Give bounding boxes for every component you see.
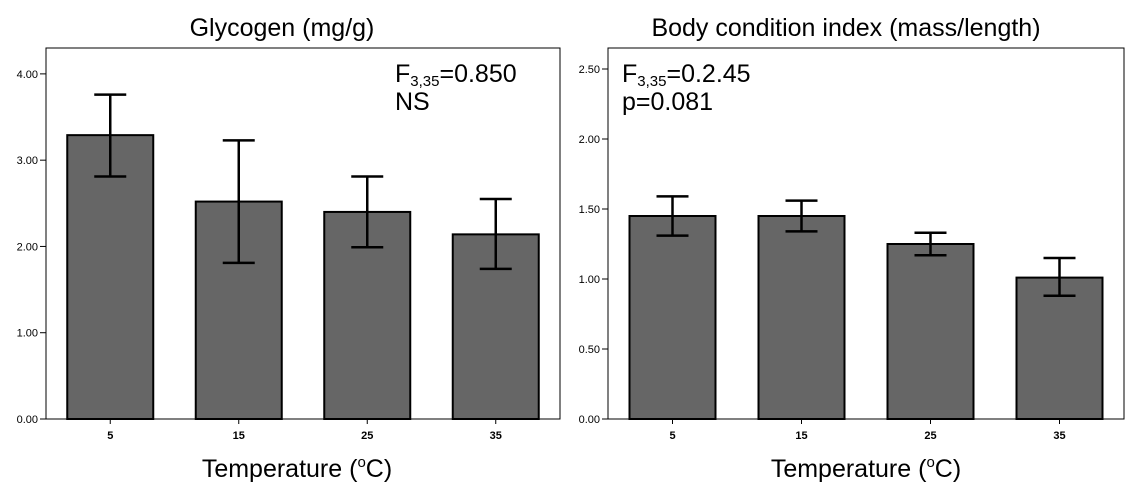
- chart-panel-body-condition: Body condition index (mass/length) 0.00 0…: [564, 0, 1128, 502]
- f-statistic: F3,35=0.850: [395, 60, 517, 90]
- chart-title: Glycogen (mg/g): [189, 14, 375, 42]
- x-axis-label-text: Temperature (: [201, 455, 358, 483]
- stats-annotation: F3,35=0.2.45 p=0.081: [622, 60, 751, 116]
- degree-symbol: o: [357, 454, 366, 471]
- f-degrees: 3,35: [637, 73, 667, 90]
- x-tick-label: 25: [361, 430, 373, 442]
- f-prefix: F: [395, 60, 411, 88]
- x-tick-label: 15: [233, 430, 245, 442]
- f-statistic: F3,35=0.2.45: [622, 60, 751, 90]
- y-tick-label: 0.00: [17, 414, 38, 426]
- f-value: =0.2.45: [666, 60, 751, 88]
- bar: [886, 243, 975, 420]
- plot-area: 0.00 0.50 1.00 1.50 2.00 2.50 5 15 25 35: [579, 47, 1125, 442]
- plot-frame: [607, 47, 1125, 420]
- y-tick-label: 3.00: [17, 155, 38, 167]
- y-tick-label: 0.00: [579, 414, 600, 426]
- x-axis-label-text: Temperature (: [770, 455, 927, 483]
- x-tick-label: 35: [1053, 430, 1065, 442]
- bar: [757, 215, 846, 420]
- y-tick-label: 1.50: [579, 204, 600, 216]
- y-tick-label: 2.00: [579, 134, 600, 146]
- x-axis-label-unit: C): [365, 455, 393, 483]
- significance-label: NS: [395, 88, 430, 116]
- y-tick-label: 1.00: [579, 274, 600, 286]
- x-tick-label: 15: [795, 430, 807, 442]
- p-value-label: p=0.081: [622, 88, 714, 116]
- x-axis-label-unit: C): [934, 455, 962, 483]
- bar: [628, 215, 717, 420]
- plot-area: 0.00 1.00 2.00 3.00 4.00 5 15 25 35: [17, 47, 561, 442]
- x-tick-label: 35: [490, 430, 502, 442]
- x-axis-label: Temperature (oC): [564, 455, 1128, 484]
- x-axis-label: Temperature (oC): [0, 455, 564, 484]
- bar: [1015, 276, 1104, 420]
- degree-symbol: o: [926, 454, 935, 471]
- y-tick-label: 0.50: [579, 344, 600, 356]
- x-tick-label: 5: [107, 430, 113, 442]
- f-degrees: 3,35: [410, 73, 440, 90]
- plot-frame: [45, 47, 561, 420]
- x-tick-label: 25: [924, 430, 936, 442]
- y-tick-label: 1.00: [17, 328, 38, 340]
- y-tick-label: 2.50: [579, 64, 600, 76]
- chart-title: Body condition index (mass/length): [651, 14, 1041, 42]
- f-prefix: F: [622, 60, 638, 88]
- chart-panel-glycogen: Glycogen (mg/g) 0.00 1.00 2.00 3.00 4.00 5 15 2…: [0, 14, 564, 484]
- x-tick-label: 5: [669, 430, 675, 442]
- y-tick-label: 4.00: [17, 69, 38, 81]
- f-value: =0.850: [439, 60, 517, 88]
- y-tick-label: 2.00: [17, 241, 38, 253]
- stats-annotation: F3,35=0.850 NS: [395, 60, 517, 116]
